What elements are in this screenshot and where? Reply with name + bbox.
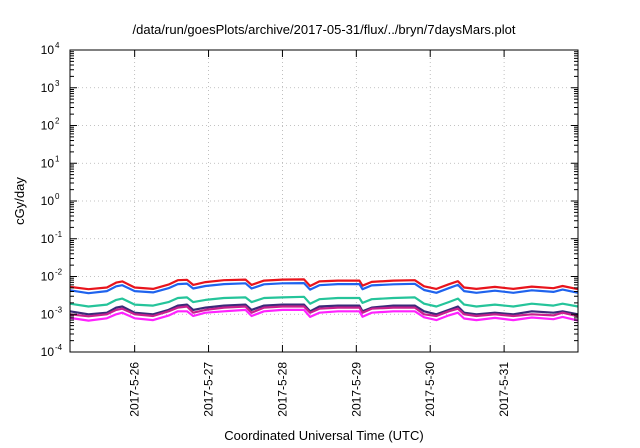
x-tick-label: 2017-5-28 <box>275 362 289 417</box>
x-tick-label: 2017-5-31 <box>497 362 511 417</box>
x-tick-label: 2017-5-27 <box>202 362 216 417</box>
y-tick-label: 10 <box>41 307 55 321</box>
y-tick-label: 10 <box>41 43 55 57</box>
y-tick-label: 10 <box>41 156 55 170</box>
x-axis: 2017-5-26 2017-5-27 2017-5-28 2017-5-29 2017… <box>128 50 511 417</box>
x-tick-label: 2017-5-29 <box>349 362 363 417</box>
y-tick-exponent: -4 <box>55 343 63 352</box>
y-tick-exponent: -1 <box>55 230 63 239</box>
y-tick-exponent: -3 <box>55 305 63 314</box>
y-tick-label: 10 <box>41 345 55 359</box>
y-tick-label: 10 <box>41 119 55 133</box>
chart-title: /data/run/goesPlots/archive/2017-05-31/f… <box>133 22 516 37</box>
series-layer <box>69 278 579 322</box>
series-line-5 <box>69 305 579 318</box>
series-line-4 <box>69 303 579 316</box>
x-tick-label: 2017-5-26 <box>128 362 142 417</box>
y-axis-label: cGy/day <box>12 177 27 225</box>
y-tick-exponent: -2 <box>55 268 63 277</box>
series-line-3 <box>69 295 579 308</box>
x-tick-label: 2017-5-30 <box>423 362 437 417</box>
y-tick-exponent: 3 <box>55 79 60 88</box>
series-line-6 <box>69 308 579 322</box>
series-line-2 <box>69 282 579 295</box>
y-tick-exponent: 1 <box>55 154 60 163</box>
y-tick-exponent: 4 <box>55 41 60 50</box>
y-tick-exponent: 2 <box>55 117 60 126</box>
x-axis-label: Coordinated Universal Time (UTC) <box>224 428 423 443</box>
y-tick-exponent: 0 <box>55 192 60 201</box>
y-tick-label: 10 <box>41 270 55 284</box>
y-tick-label: 10 <box>41 194 55 208</box>
y-tick-label: 10 <box>41 81 55 95</box>
series-line-1 <box>69 278 579 291</box>
y-tick-label: 10 <box>41 232 55 246</box>
